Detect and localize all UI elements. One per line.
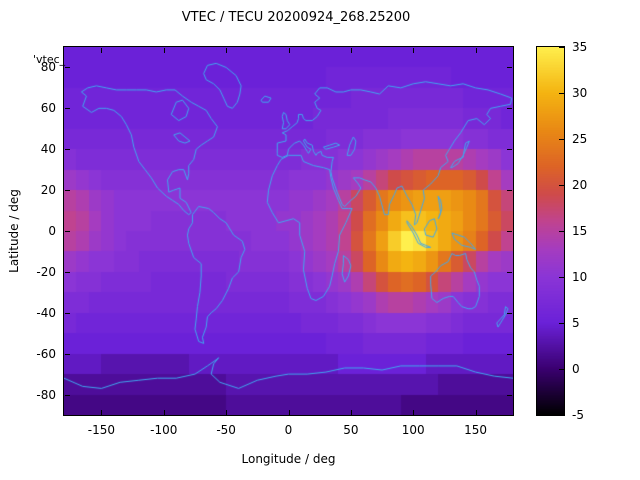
colorbar-tick-label: 10 [572,270,588,284]
legend-key-label: 'vtec_ [33,53,66,66]
colorbar-tick-mark [559,139,564,140]
x-tick-mark [226,48,228,53]
y-tick-mark [507,67,512,69]
x-tick-mark [475,48,477,53]
colorbar-tick-mark [559,414,564,415]
colorbar-tick-mark [559,185,564,186]
y-tick-label: 0 [48,224,56,238]
x-tick-mark [413,48,415,53]
colorbar-tick-mark [559,231,564,232]
y-tick-mark [65,231,70,232]
x-tick-mark [413,410,415,415]
y-tick-mark [65,67,70,69]
y-tick-label: 80 [40,60,56,75]
x-tick-label: 100 [401,423,425,437]
colorbar-tick-label: 5 [572,316,580,330]
x-tick-mark [226,410,228,415]
heatmap-canvas [64,47,513,415]
y-tick-mark [65,271,70,273]
y-tick-mark [507,231,512,232]
plot-border [63,46,514,416]
y-tick-mark [507,149,512,151]
x-tick-mark [163,48,165,53]
x-tick-mark [475,410,477,415]
x-tick-label: -50 [216,423,236,437]
x-axis-label: Longitude / deg [241,452,336,466]
y-tick-mark [507,108,512,110]
y-tick-mark [507,312,512,314]
colorbar-tick-label: 15 [572,224,588,238]
y-tick-label: -80 [36,387,56,402]
colorbar-tick-label: 0 [572,362,580,376]
x-tick-mark [350,48,352,53]
colorbar-tick-mark [559,369,564,370]
colorbar-tick-mark [559,323,564,324]
x-tick-mark [288,410,290,415]
colorbar-tick-mark [559,277,564,278]
y-tick-mark [507,190,512,192]
x-tick-mark [101,410,103,415]
x-tick-mark [163,410,165,415]
x-tick-label: -100 [150,423,178,437]
y-tick-mark [65,312,70,314]
chart-title: VTEC / TECU 20200924_268.25200 [181,10,411,25]
colorbar-tick-mark [559,47,564,48]
y-tick-label: 40 [40,142,56,157]
y-tick-label: -60 [36,346,56,361]
y-tick-mark [507,353,512,355]
y-tick-mark [65,190,70,192]
x-tick-mark [101,48,103,53]
y-tick-mark [65,353,70,355]
y-tick-label: 20 [40,183,56,198]
x-tick-label: 0 [284,423,293,437]
y-tick-label: 60 [40,101,56,116]
colorbar-border [536,46,565,416]
colorbar-tick-label: 35 [572,40,588,54]
y-tick-label: -40 [36,305,56,320]
y-tick-mark [65,149,70,151]
x-tick-mark [350,410,352,415]
colorbar-tick-label: 25 [572,132,588,146]
x-tick-label: -150 [87,423,116,437]
colorbar-tick-mark [559,93,564,94]
x-tick-mark [288,48,290,53]
y-tick-mark [507,394,512,396]
y-tick-mark [65,394,70,396]
y-tick-mark [65,108,70,110]
y-tick-label: -20 [36,264,56,279]
x-tick-label: 150 [464,423,488,437]
colorbar-tick-label: -5 [572,408,584,422]
colorbar-tick-label: 20 [572,178,588,192]
x-tick-label: 50 [343,423,359,437]
colorbar-tick-label: 30 [572,86,588,100]
y-tick-mark [507,271,512,273]
